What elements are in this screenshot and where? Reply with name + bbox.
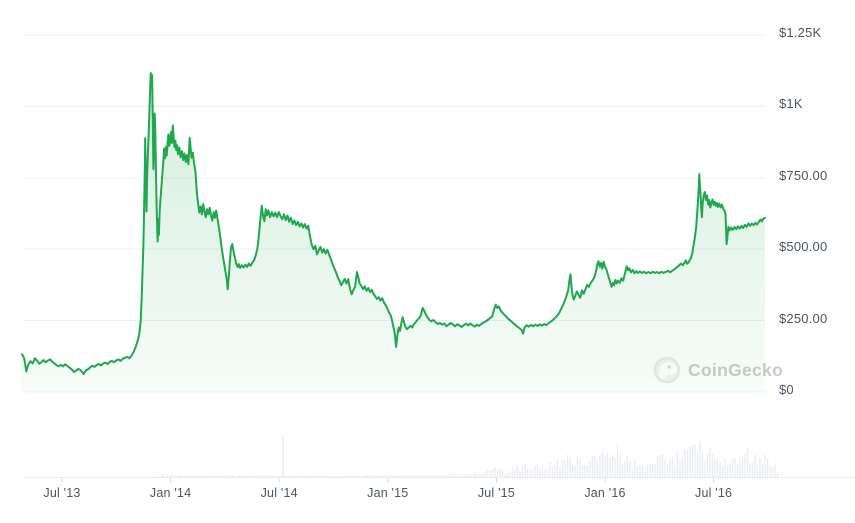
y-axis-label: $500.00 — [779, 239, 828, 255]
y-axis-label: $1.25K — [779, 25, 822, 40]
x-axis-label: Jul '16 — [695, 486, 733, 500]
y-axis-label: $750.00 — [779, 167, 828, 183]
x-axis-label: Jan '15 — [367, 486, 409, 500]
x-axis-label: Jul '14 — [260, 486, 298, 500]
x-axis-label: Jul '15 — [477, 486, 515, 500]
price-area-fill — [22, 73, 765, 392]
x-axis — [23, 477, 855, 483]
x-axis-label: Jan '14 — [149, 486, 192, 500]
y-axis-label: $0 — [779, 382, 794, 397]
volume-bars — [159, 437, 779, 477]
y-axis-label: $250.00 — [779, 310, 828, 326]
price-line — [21, 72, 766, 375]
x-axis-label: Jul '13 — [43, 486, 81, 500]
volume-spike — [282, 437, 284, 477]
y-axis-label: $1K — [779, 96, 803, 112]
x-axis-label: Jan '16 — [584, 486, 626, 500]
